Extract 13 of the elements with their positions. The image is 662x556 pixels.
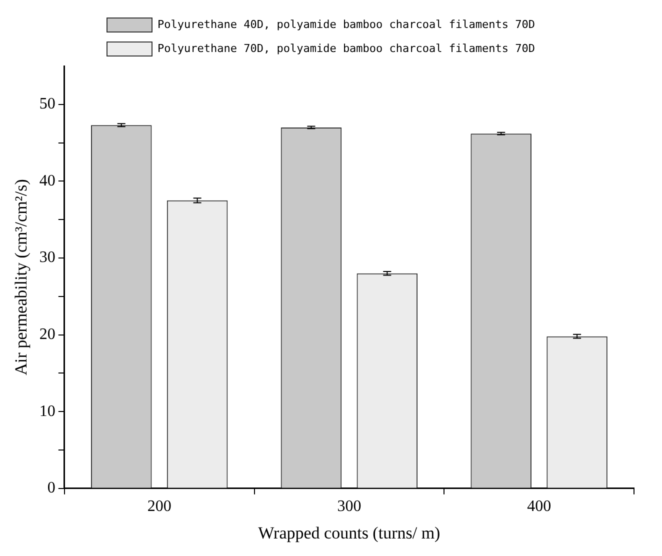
y-tick-label: 0	[47, 480, 56, 497]
x-tick-label: 400	[527, 498, 552, 516]
x-axis-title: Wrapped counts (turns/ m)	[258, 523, 440, 542]
y-tick-label: 20	[39, 326, 56, 344]
x-tick-label: 300	[337, 498, 362, 516]
y-tick-label: 40	[39, 172, 56, 190]
y-tick-label: 10	[39, 402, 56, 420]
x-tick-label: 200	[147, 498, 172, 516]
y-tick-label: 30	[39, 249, 56, 266]
y-axis-title: Air permeability (cm³/cm²/s)	[12, 179, 31, 376]
legend-label: Polyurethane 70D, polyamide bamboo charcoal filaments 70D	[158, 42, 536, 55]
y-tick-label: 50	[39, 96, 56, 113]
legend-label: Polyurethane 40D, polyamide bamboo charcoal filaments 70D	[158, 18, 536, 31]
